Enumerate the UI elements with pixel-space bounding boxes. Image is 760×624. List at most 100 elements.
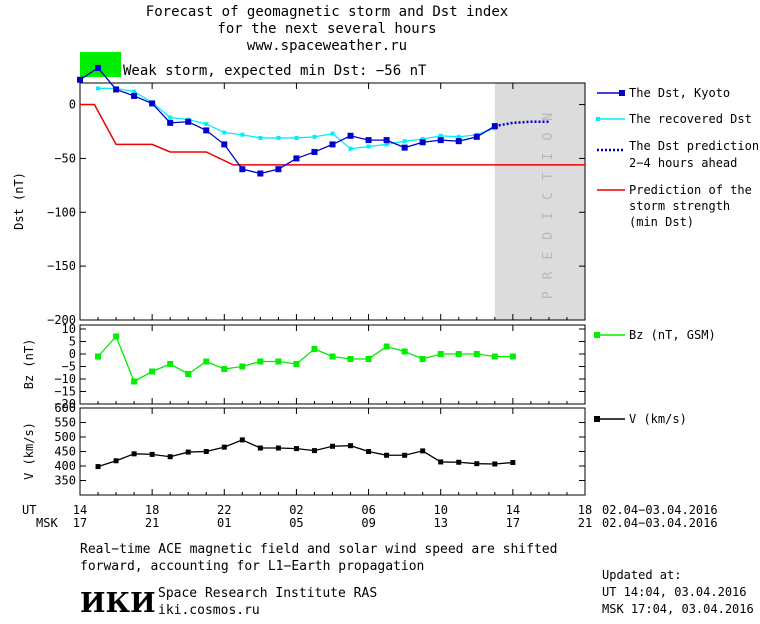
msk-tick-label-2: 01 xyxy=(217,516,231,530)
speed-panel-frame xyxy=(79,407,586,496)
legend-bz: Bz (nT, GSM) xyxy=(629,328,716,342)
recovered-dst-point-8 xyxy=(240,132,245,137)
speed-point-22 xyxy=(492,461,498,467)
bz-ytick-label-0: 10 xyxy=(62,322,76,336)
footer-note-line2: forward, accounting for L1−Earth propaga… xyxy=(80,559,424,574)
recovered-dst-point-4 xyxy=(168,115,173,120)
recovered-dst-point-20 xyxy=(456,134,461,139)
dst-kyoto-point-13 xyxy=(311,148,318,155)
speed-point-4 xyxy=(167,454,173,460)
recovered-dst-point-0 xyxy=(96,86,101,91)
updated-label: Updated at: xyxy=(602,568,681,582)
chart-subtitle: for the next several hours xyxy=(217,21,436,37)
speed-point-14 xyxy=(348,443,354,449)
ut-tick-label-3: 02 xyxy=(289,503,303,517)
recovered-dst-point-19 xyxy=(438,133,443,138)
updated-ut: UT 14:04, 03.04.2016 xyxy=(602,585,747,599)
speed-point-12 xyxy=(311,448,317,454)
legend-dst-prediction: The Dst prediction xyxy=(629,139,759,153)
legend-dst-kyoto: The Dst, Kyoto xyxy=(629,86,730,100)
dst-ytick-label-3: −150 xyxy=(47,259,76,273)
bz-point-0 xyxy=(95,353,102,360)
bz-ytick-label-3: −5 xyxy=(62,360,76,374)
dst-ylabel: Dst (nT) xyxy=(12,172,26,230)
recovered-dst-point-14 xyxy=(348,146,353,151)
bz-point-17 xyxy=(401,348,408,355)
speed-point-9 xyxy=(257,445,263,451)
dst-kyoto-point-5 xyxy=(167,119,174,126)
ut-tick-label-5: 10 xyxy=(433,503,447,517)
dst-kyoto-point-3 xyxy=(131,92,138,99)
speed-point-7 xyxy=(221,444,227,450)
dst-kyoto-point-10 xyxy=(257,170,264,177)
legend-dst-kyoto-marker xyxy=(619,90,625,96)
speed-ytick-label-2: 450 xyxy=(54,445,76,459)
ut-tick-label-1: 18 xyxy=(145,503,159,517)
bz-point-21 xyxy=(473,351,480,357)
bz-point-11 xyxy=(293,361,300,367)
bz-ytick-label-2: 0 xyxy=(69,347,76,361)
dst-kyoto-point-20 xyxy=(437,137,444,144)
speed-point-21 xyxy=(474,461,480,467)
legend-speed: V (km/s) xyxy=(629,412,687,426)
dst-ytick-label-4: −200 xyxy=(47,313,76,327)
speed-ytick-label-4: 550 xyxy=(54,416,76,430)
prediction-band-label: PREDICTION xyxy=(541,101,556,299)
recovered-dst-point-13 xyxy=(330,131,335,136)
msk-tick-label-5: 13 xyxy=(433,516,447,530)
legend-strength-1: Prediction of the xyxy=(629,183,752,197)
legend-bz-marker xyxy=(594,332,600,338)
dst-plot: 0 −50 −100 −150 −200 xyxy=(47,64,585,327)
bz-ytick-label-5: −15 xyxy=(54,385,76,399)
iki-logo: ИКИ xyxy=(80,588,156,619)
speed-point-3 xyxy=(149,451,155,457)
bz-point-18 xyxy=(419,356,426,362)
speed-line xyxy=(97,439,513,468)
msk-date-range: 02.04−03.04.2016 xyxy=(602,516,718,530)
msk-axis-label: MSK xyxy=(36,516,58,530)
storm-strength-line xyxy=(80,103,585,166)
bz-point-14 xyxy=(347,356,354,362)
bz-point-15 xyxy=(365,356,372,362)
recovered-dst-point-16 xyxy=(384,142,389,147)
bz-ytick-label-4: −10 xyxy=(54,372,76,386)
bz-point-5 xyxy=(185,371,192,377)
legend: The Dst, Kyoto The recovered Dst The Dst… xyxy=(594,86,759,426)
bz-point-9 xyxy=(257,358,264,365)
bz-panel-frame xyxy=(79,324,586,405)
storm-level-label: Weak storm, expected min Dst: −56 nT xyxy=(123,63,427,79)
recovered-dst-point-6 xyxy=(204,121,209,126)
recovered-dst-point-7 xyxy=(222,130,227,135)
ut-tick-label-2: 22 xyxy=(217,503,231,517)
speed-point-8 xyxy=(239,437,245,443)
ut-axis-label: UT xyxy=(22,503,36,517)
dst-kyoto-point-14 xyxy=(329,141,336,148)
speed-ylabel: V (km/s) xyxy=(22,422,36,480)
speed-point-6 xyxy=(203,449,209,454)
bz-point-20 xyxy=(455,351,462,357)
dst-kyoto-point-18 xyxy=(401,144,408,151)
dst-kyoto-point-2 xyxy=(113,86,120,93)
bz-point-4 xyxy=(167,361,174,367)
msk-tick-label-4: 09 xyxy=(361,516,375,530)
legend-strength-2: storm strength xyxy=(629,199,730,213)
dst-kyoto-point-0 xyxy=(77,76,83,83)
ut-tick-label-7: 18 xyxy=(578,503,592,517)
bz-line xyxy=(97,335,513,383)
footer-note-line1: Real−time ACE magnetic field and solar w… xyxy=(80,542,557,557)
dst-kyoto-point-22 xyxy=(473,133,480,140)
speed-point-10 xyxy=(275,445,281,451)
speed-point-11 xyxy=(293,446,299,452)
dst-ytick-label-0: 0 xyxy=(69,98,76,112)
recovered-dst-point-12 xyxy=(312,134,317,139)
bz-point-22 xyxy=(491,353,498,360)
speed-point-1 xyxy=(113,458,119,464)
legend-recovered-dst: The recovered Dst xyxy=(629,112,752,126)
recovered-dst-point-2 xyxy=(132,89,137,94)
dst-kyoto-point-15 xyxy=(347,132,354,139)
speed-point-15 xyxy=(366,449,372,454)
